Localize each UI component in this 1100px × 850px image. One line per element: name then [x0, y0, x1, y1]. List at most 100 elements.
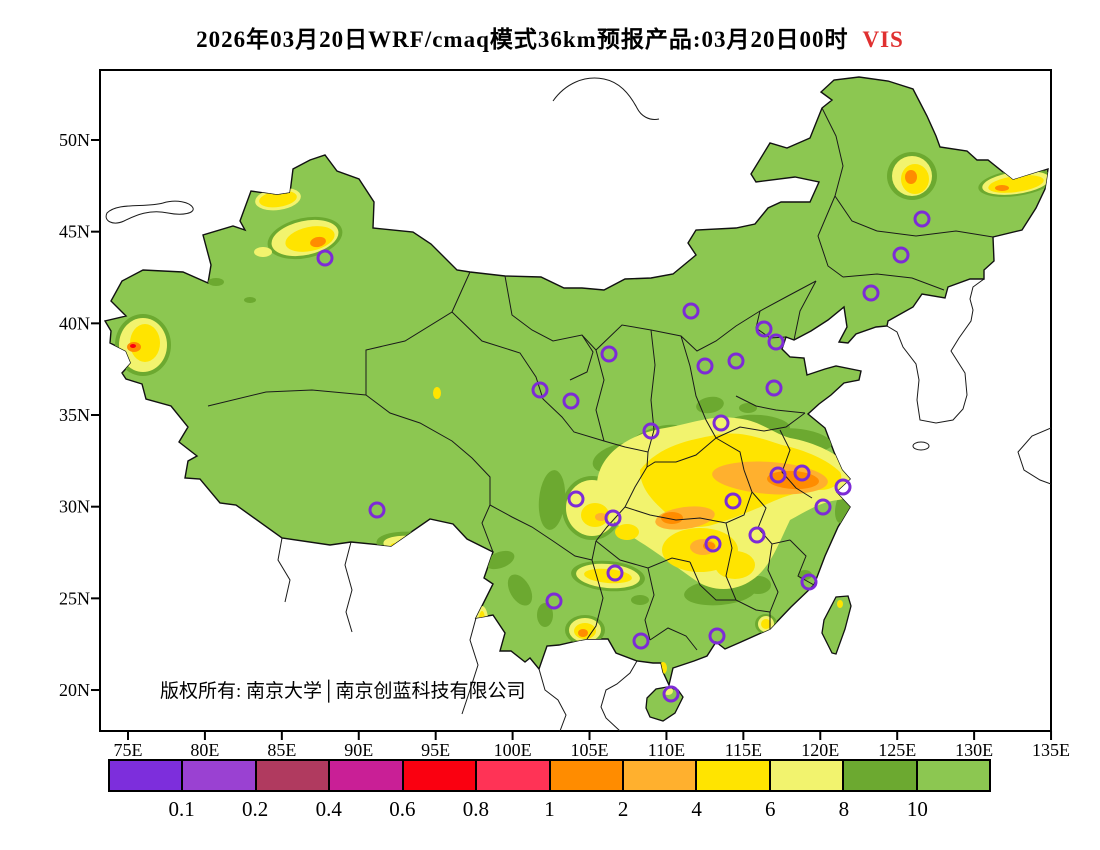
- laos-border: [538, 668, 567, 731]
- colorbar-cell: [256, 761, 331, 790]
- lat-tick-label: 20N: [59, 680, 90, 700]
- city-marker: [712, 414, 730, 432]
- japan-coastline: [1017, 427, 1051, 485]
- lon-tick-label: 75E: [114, 740, 143, 760]
- city-marker: [892, 246, 910, 264]
- city-marker: [913, 210, 931, 228]
- colorbar-cell: [697, 761, 771, 790]
- colorbar-threshold-label: 1: [544, 797, 555, 821]
- colorbar-cell: [917, 761, 990, 790]
- city-marker: [604, 509, 622, 527]
- lon-tick-label: 95E: [421, 740, 450, 760]
- city-marker: [765, 379, 783, 397]
- title-text: 2026年03月20日WRF/cmaq模式36km预报产品:03月20日00时: [196, 27, 849, 52]
- colorbar-cell: [183, 761, 257, 790]
- lat-tick-label: 40N: [59, 313, 90, 333]
- baikal-coast-outline: [552, 77, 660, 120]
- colorbar-cell: [844, 761, 918, 790]
- city-marker: [862, 284, 880, 302]
- city-marker: [642, 422, 660, 440]
- city-marker: [704, 535, 722, 553]
- lat-tick-label: 50N: [59, 130, 90, 150]
- colorbar-cell: [330, 761, 404, 790]
- city-marker: [600, 345, 618, 363]
- city-marker: [606, 564, 624, 582]
- colorbar-threshold-label: 0.1: [168, 797, 195, 821]
- city-marker: [724, 492, 742, 510]
- city-marker: [682, 302, 700, 320]
- colorbar: [108, 759, 991, 792]
- colorbar-threshold-label: 10: [906, 797, 928, 821]
- lon-tick-label: 135E: [1032, 740, 1070, 760]
- city-marker: [769, 466, 787, 484]
- colorbar-cell: [403, 761, 478, 790]
- city-marker: [708, 627, 726, 645]
- colorbar-cell: [110, 761, 184, 790]
- colorbar-threshold-label: 0.6: [389, 797, 416, 821]
- city-marker: [793, 464, 811, 482]
- lon-tick-label: 125E: [878, 740, 916, 760]
- colorbar-threshold-label: 0.2: [242, 797, 269, 821]
- city-markers: [316, 210, 931, 703]
- map-frame: [99, 69, 1052, 732]
- colorbar-cell: [770, 761, 845, 790]
- lon-tick-label: 90E: [344, 740, 373, 760]
- title-variable-label: VIS: [862, 27, 904, 52]
- colorbar-cell: [623, 761, 698, 790]
- lon-tick-label: 115E: [725, 740, 762, 760]
- province-borders: [207, 107, 994, 651]
- colorbar-threshold-label: 6: [765, 797, 776, 821]
- city-marker: [316, 249, 334, 267]
- lat-tick-label: 35N: [59, 405, 90, 425]
- myanmar-border: [461, 617, 479, 715]
- city-marker: [748, 526, 766, 544]
- city-marker: [562, 392, 580, 410]
- city-marker: [662, 685, 680, 703]
- lat-tick-label: 30N: [59, 497, 90, 517]
- lon-tick-label: 100E: [494, 740, 532, 760]
- city-marker: [567, 490, 585, 508]
- lon-tick-label: 110E: [648, 740, 685, 760]
- jeju-island-outline: [912, 441, 930, 451]
- colorbar-cell: [477, 761, 551, 790]
- colorbar-threshold-label: 0.4: [315, 797, 342, 821]
- copyright-text: 版权所有: 南京大学│南京创蓝科技有限公司: [160, 679, 526, 703]
- bhutan-myanmar-border: [344, 541, 353, 633]
- city-marker: [368, 501, 386, 519]
- vietnam-coastline: [600, 660, 638, 731]
- lon-tick-label: 85E: [267, 740, 296, 760]
- colorbar-cell: [550, 761, 624, 790]
- city-marker: [696, 357, 714, 375]
- city-marker: [767, 333, 785, 351]
- colorbar-threshold-label: 4: [691, 797, 702, 821]
- lat-tick-label: 25N: [59, 588, 90, 608]
- india-border: [277, 537, 291, 603]
- colorbar-labels: 0.1 0.2 0.4 0.6 0.8 1 2 4 6 8 10: [108, 797, 991, 827]
- city-marker: [814, 498, 832, 516]
- colorbar-threshold-label: 0.8: [462, 797, 490, 821]
- contour-band-low: [130, 344, 136, 348]
- lon-tick-label: 120E: [801, 740, 839, 760]
- lon-tick-label: 80E: [190, 740, 219, 760]
- colorbar-threshold-label: 2: [617, 797, 629, 821]
- colorbar-threshold-label: 8: [838, 797, 850, 821]
- city-marker: [755, 320, 773, 338]
- city-marker: [800, 573, 818, 591]
- hainan-island: [645, 686, 684, 722]
- issyk-kul-lake-outline: [105, 200, 194, 224]
- city-marker: [834, 478, 852, 496]
- taiwan-island: [821, 595, 852, 655]
- city-marker: [727, 352, 745, 370]
- city-marker: [531, 381, 549, 399]
- page-title: 2026年03月20日WRF/cmaq模式36km预报产品:03月20日00时 V…: [0, 20, 1100, 54]
- lon-tick-label: 105E: [571, 740, 609, 760]
- axis-layer: 50N 45N 40N 35N 30N 25N 20N 75E 80E 85E 90E 95E 100E…: [59, 130, 1070, 760]
- korea-coastline: [886, 278, 985, 424]
- lat-tick-label: 45N: [59, 222, 90, 242]
- neighbor-coastlines: [105, 77, 1051, 731]
- city-marker: [545, 592, 563, 610]
- city-marker: [632, 632, 650, 650]
- lon-tick-label: 130E: [955, 740, 993, 760]
